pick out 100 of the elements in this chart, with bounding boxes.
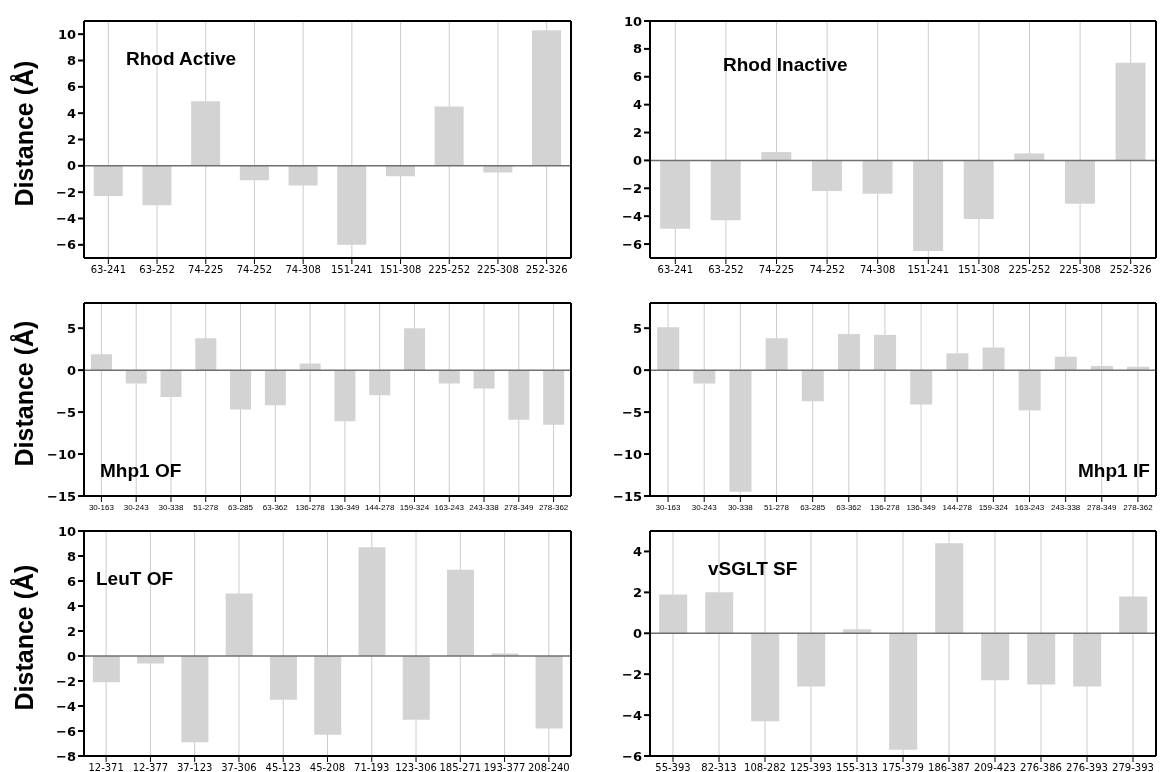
- annotation: Mhp1 OF: [100, 460, 182, 482]
- x-tick-label: 123-306: [395, 762, 437, 772]
- x-tick-label: 37-123: [176, 762, 213, 772]
- x-tick-label: 252-326: [525, 264, 568, 276]
- x-tick-label: 151-241: [330, 264, 373, 276]
- y-tick-label: 0: [66, 362, 76, 378]
- x-tick-label: 45-123: [265, 762, 301, 772]
- x-tick-label: 136-349: [906, 502, 937, 512]
- y-tick-label: 2: [632, 584, 642, 600]
- x-tick-label: 30-163: [655, 502, 682, 512]
- x-tick-label: 12-371: [88, 762, 124, 772]
- x-tick-label: 279-393: [1112, 762, 1154, 772]
- y-tick-label: 2: [66, 623, 76, 639]
- annotation: Rhod Inactive: [723, 54, 848, 76]
- annotation: Mhp1 IF: [1078, 460, 1150, 482]
- y-tick-label: 8: [66, 548, 76, 564]
- y-tick-label: 10: [57, 523, 76, 539]
- y-tick-label: −2: [56, 184, 76, 200]
- annotation: vSGLT SF: [708, 558, 798, 580]
- y-axis-title: Distance (Å): [10, 564, 40, 710]
- y-tick-label: 0: [632, 362, 642, 378]
- x-tick-label: 63-362: [836, 502, 862, 512]
- annotation: LeuT OF: [96, 568, 174, 590]
- x-tick-label: 159-324: [978, 502, 1009, 512]
- x-tick-label: 74-225: [758, 264, 795, 276]
- y-tick-label: 5: [66, 320, 76, 336]
- y-tick-label: 8: [632, 41, 642, 57]
- y-axis-title: Distance (Å): [10, 60, 40, 206]
- y-tick-label: −4: [56, 698, 76, 714]
- y-tick-label: 6: [66, 79, 76, 95]
- y-tick-label: −10: [613, 446, 642, 462]
- y-tick-label: −5: [622, 404, 642, 420]
- x-tick-label: 276-386: [1020, 762, 1062, 772]
- y-tick-label: −4: [56, 211, 76, 227]
- x-tick-label: 186-387: [928, 762, 970, 772]
- x-tick-label: 30-163: [88, 502, 115, 512]
- x-tick-label: 159-324: [399, 502, 430, 512]
- x-tick-label: 63-362: [262, 502, 289, 512]
- x-tick-label: 193-377: [483, 762, 526, 772]
- y-tick-label: 0: [632, 625, 642, 641]
- x-tick-label: 63-241: [90, 264, 127, 276]
- x-tick-label: 63-241: [657, 264, 694, 276]
- x-tick-label: 136-278: [295, 502, 326, 512]
- x-tick-label: 155-313: [836, 762, 878, 772]
- x-tick-label: 51-278: [193, 502, 219, 512]
- x-tick-label: 82-313: [701, 762, 737, 772]
- x-tick-label: 30-243: [123, 502, 150, 512]
- x-tick-label: 278-362: [1123, 502, 1154, 512]
- x-tick-label: 63-285: [228, 502, 254, 512]
- x-tick-label: 63-252: [139, 264, 175, 276]
- y-tick-label: −2: [622, 666, 642, 682]
- x-tick-label: 144-278: [365, 502, 395, 512]
- y-tick-label: 4: [66, 105, 76, 121]
- y-tick-label: −5: [56, 404, 76, 420]
- annotation: Rhod Active: [126, 48, 237, 70]
- x-tick-label: 55-393: [655, 762, 691, 772]
- x-tick-label: 74-252: [236, 264, 273, 276]
- x-tick-label: 108-282: [744, 762, 786, 772]
- x-tick-label: 30-243: [691, 502, 718, 512]
- x-tick-label: 225-308: [1059, 264, 1101, 276]
- x-tick-label: 125-393: [790, 762, 832, 772]
- x-tick-label: 163-243: [1014, 502, 1045, 512]
- x-tick-label: 144-278: [942, 502, 973, 512]
- y-tick-label: −15: [613, 488, 642, 504]
- y-tick-label: 2: [66, 132, 76, 148]
- y-tick-label: 6: [66, 573, 76, 589]
- x-tick-label: 12-377: [132, 762, 169, 772]
- y-tick-label: 10: [623, 13, 642, 29]
- x-tick-label: 151-308: [379, 264, 422, 276]
- y-tick-label: 4: [66, 598, 76, 614]
- y-tick-label: −15: [47, 488, 76, 504]
- x-tick-label: 185-271: [439, 762, 482, 772]
- x-tick-label: 63-285: [800, 502, 826, 512]
- y-tick-label: −8: [56, 748, 76, 764]
- x-tick-label: 252-326: [1109, 264, 1152, 276]
- x-tick-label: 225-252: [428, 264, 471, 276]
- x-tick-label: 151-241: [907, 264, 950, 276]
- x-tick-label: 243-338: [469, 502, 500, 512]
- x-tick-label: 74-308: [859, 264, 896, 276]
- y-tick-label: 0: [632, 153, 642, 169]
- x-tick-label: 74-308: [285, 264, 321, 276]
- x-tick-label: 163-243: [434, 502, 465, 512]
- x-tick-label: 225-252: [1008, 264, 1051, 276]
- x-tick-label: 243-338: [1050, 502, 1081, 512]
- x-tick-label: 208-240: [527, 762, 570, 772]
- y-tick-label: 2: [632, 125, 642, 141]
- x-tick-label: 151-308: [958, 264, 1000, 276]
- x-tick-label: 278-362: [538, 502, 569, 512]
- x-tick-label: 175-379: [882, 762, 924, 772]
- y-tick-label: −6: [56, 237, 76, 253]
- x-tick-label: 30-338: [158, 502, 184, 512]
- y-tick-label: −2: [622, 180, 642, 196]
- x-tick-label: 51-278: [764, 502, 790, 512]
- y-tick-label: 5: [632, 320, 642, 336]
- y-tick-label: −6: [622, 236, 642, 252]
- y-axis-title: Distance (Å): [10, 320, 40, 466]
- y-tick-label: −4: [622, 707, 642, 723]
- x-tick-label: 278-349: [504, 502, 535, 512]
- x-tick-label: 278-349: [1087, 502, 1118, 512]
- y-tick-label: 0: [66, 158, 76, 174]
